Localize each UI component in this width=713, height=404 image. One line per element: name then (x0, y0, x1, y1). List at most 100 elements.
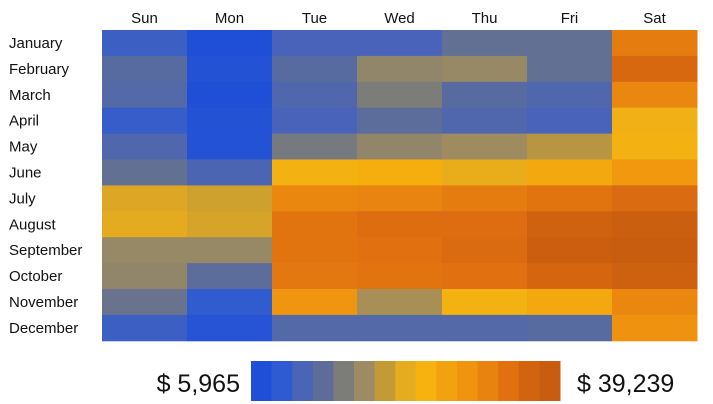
heatmap-cell-february-wed (357, 55, 443, 83)
heatmap-cell-december-sat (612, 314, 698, 342)
heatmap-cell-september-fri (527, 237, 613, 264)
heatmap-cell-january-tue (272, 30, 358, 57)
heatmap-cell-august-sat (612, 211, 698, 238)
heatmap-cell-april-fri (527, 107, 613, 135)
day-label-fri: Fri (561, 10, 579, 27)
heatmap-cell-december-sun (102, 314, 188, 342)
month-label-april: April (9, 113, 39, 130)
heatmap-cell-september-wed (357, 237, 443, 264)
heatmap-cell-may-fri (527, 133, 613, 160)
heatmap-cell-october-sun (102, 263, 188, 290)
heatmap-cell-february-tue (272, 55, 358, 83)
month-axis: January February March April May June July Augu… (9, 35, 82, 337)
heatmap-cell-december-wed (357, 314, 443, 342)
heatmap-cell-august-thu (442, 211, 528, 238)
heatmap-cell-july-wed (357, 185, 443, 212)
heatmap-cell-november-thu (442, 289, 528, 316)
month-label-may: May (9, 139, 38, 156)
scale-swatch (539, 361, 561, 401)
heatmap-cell-august-tue (272, 211, 358, 238)
heatmap-cell-january-mon (187, 30, 273, 57)
heatmap-cell-february-thu (442, 55, 528, 83)
heatmap-cell-september-sat (612, 237, 698, 264)
heatmap-cell-january-fri (527, 30, 613, 57)
heatmap-cell-april-tue (272, 107, 358, 135)
month-label-november: November (9, 294, 78, 311)
heatmap-cell-may-thu (442, 133, 528, 160)
month-label-january: January (9, 35, 63, 52)
heatmap-cell-may-mon (187, 133, 273, 160)
heatmap-cell-march-wed (357, 81, 443, 109)
heatmap-cell-july-fri (527, 185, 613, 212)
scale-swatch (374, 361, 396, 401)
heatmap-cell-march-thu (442, 81, 528, 109)
heatmap-cell-may-sun (102, 133, 188, 160)
heatmap-grid (102, 30, 698, 342)
day-label-sat: Sat (643, 10, 666, 27)
scale-swatch (415, 361, 437, 401)
heatmap-cell-september-sun (102, 237, 188, 264)
scale-max-label: $ 39,239 (577, 370, 674, 398)
scale-min-label: $ 5,965 (157, 370, 240, 398)
heatmap-cell-august-mon (187, 211, 273, 238)
heatmap-cell-january-wed (357, 30, 443, 57)
heatmap-cell-august-sun (102, 211, 188, 238)
month-label-june: June (9, 164, 42, 181)
scale-swatch (312, 361, 334, 401)
heatmap-cell-june-tue (272, 159, 358, 186)
month-label-september: September (9, 242, 82, 259)
scale-swatch (251, 361, 273, 401)
heatmap-cell-april-wed (357, 107, 443, 135)
heatmap-cell-october-fri (527, 263, 613, 290)
heatmap-cell-november-wed (357, 289, 443, 316)
day-label-sun: Sun (131, 10, 158, 27)
month-label-october: October (9, 268, 62, 285)
heatmap-cell-october-tue (272, 263, 358, 290)
heatmap-cell-october-sat (612, 263, 698, 290)
heatmap-cell-march-mon (187, 81, 273, 109)
month-label-july: July (9, 190, 36, 207)
heatmap-cell-september-mon (187, 237, 273, 264)
heatmap-cell-march-sat (612, 81, 698, 109)
scale-swatches (251, 361, 561, 401)
heatmap-cell-october-wed (357, 263, 443, 290)
heatmap-cell-april-mon (187, 107, 273, 135)
heatmap-cell-december-mon (187, 314, 273, 342)
scale-swatch (518, 361, 540, 401)
month-label-march: March (9, 87, 51, 104)
heatmap-cell-november-tue (272, 289, 358, 316)
scale-swatch (354, 361, 376, 401)
day-axis: Sun Mon Tue Wed Thu Fri Sat (131, 10, 666, 27)
heatmap-cell-march-fri (527, 81, 613, 109)
heatmap-cell-march-sun (102, 81, 188, 109)
scale-swatch (333, 361, 355, 401)
heatmap-cell-november-fri (527, 289, 613, 316)
scale-swatch (436, 361, 458, 401)
heatmap-cell-january-sun (102, 30, 188, 57)
heatmap-cell-november-sun (102, 289, 188, 316)
day-label-thu: Thu (472, 10, 498, 27)
month-label-august: August (9, 216, 57, 233)
day-label-tue: Tue (302, 10, 327, 27)
scale-swatch (292, 361, 314, 401)
heatmap-cell-july-mon (187, 185, 273, 212)
heatmap-cell-august-fri (527, 211, 613, 238)
heatmap-cell-may-tue (272, 133, 358, 160)
heatmap-cell-february-sun (102, 55, 188, 83)
heatmap-cell-december-tue (272, 314, 358, 342)
heatmap-cell-september-thu (442, 237, 528, 264)
heatmap-cell-may-sat (612, 133, 698, 160)
heatmap-cell-may-wed (357, 133, 443, 160)
heatmap-cell-july-sun (102, 185, 188, 212)
heatmap-cell-june-sat (612, 159, 698, 186)
heatmap-cell-october-mon (187, 263, 273, 290)
heatmap-cell-december-thu (442, 314, 528, 342)
heatmap-cell-june-wed (357, 159, 443, 186)
month-label-february: February (9, 61, 70, 78)
heatmap-cell-january-sat (612, 30, 698, 57)
heatmap-cell-april-sat (612, 107, 698, 135)
heatmap-cell-july-tue (272, 185, 358, 212)
heatmap-cell-august-wed (357, 211, 443, 238)
heatmap-cell-april-sun (102, 107, 188, 135)
heatmap-cell-march-tue (272, 81, 358, 109)
